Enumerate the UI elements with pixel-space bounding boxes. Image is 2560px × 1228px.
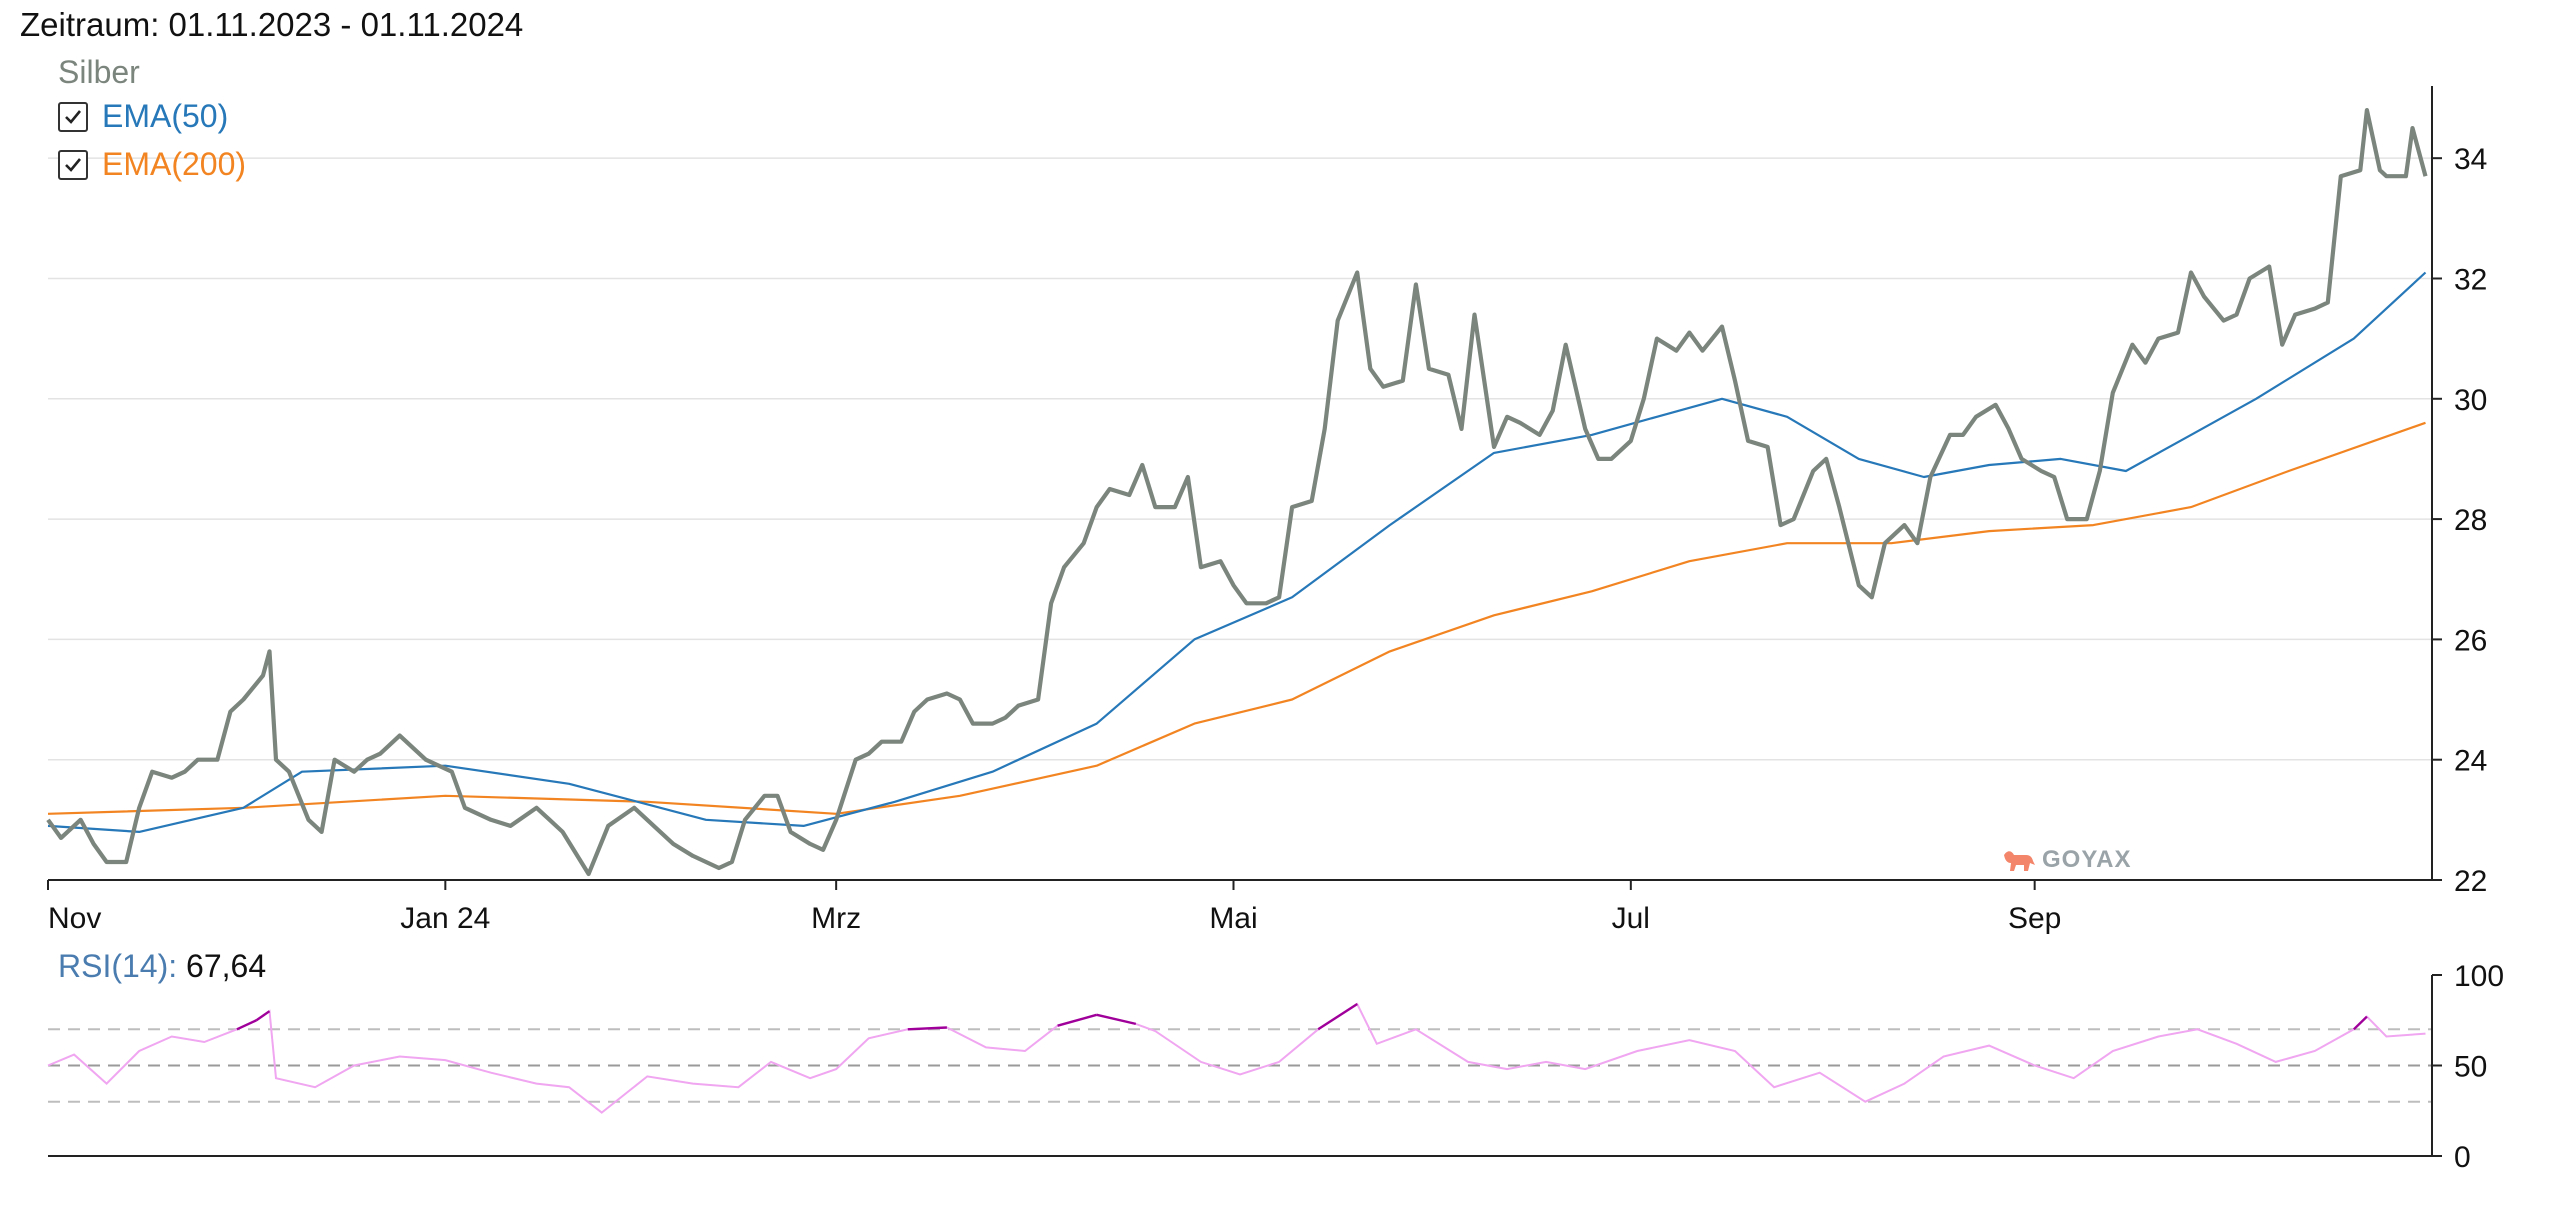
instrument-label: Silber	[58, 54, 140, 90]
ema50-checkbox[interactable]	[58, 101, 88, 132]
y-tick-label: 34	[2454, 143, 2487, 176]
rsi-extreme-segment	[255, 1010, 271, 1022]
brand-name: GOYAX	[2042, 846, 2132, 873]
x-tick-label: Sep	[2008, 902, 2061, 935]
rsi-y-tick-label: 50	[2454, 1051, 2487, 1084]
checkmark-icon	[65, 157, 82, 172]
rsi-extreme-segment	[2352, 1015, 2368, 1031]
rsi-extreme-segment	[907, 1026, 947, 1031]
x-tick-label: Nov	[48, 902, 101, 935]
ema50-line	[47, 271, 2427, 833]
y-tick-label: 28	[2454, 504, 2487, 537]
rsi-value: 67,64	[186, 948, 267, 984]
goyax-brand: GOYAX	[2002, 846, 2131, 874]
ema200-line	[47, 421, 2426, 815]
x-tick-label: Mai	[1209, 902, 1257, 935]
x-tick-label: Jul	[1612, 902, 1650, 935]
y-tick-label: 30	[2454, 384, 2487, 417]
rsi-line	[47, 1002, 2426, 1114]
legend-item-ema50[interactable]: EMA(50)	[58, 98, 228, 135]
period-label: Zeitraum: 01.11.2023 - 01.11.2024	[20, 6, 524, 43]
price-line	[46, 108, 2428, 877]
legend-label-ema50: EMA(50)	[102, 98, 229, 134]
rsi-y-tick-label: 100	[2454, 960, 2504, 993]
y-tick-label: 22	[2454, 865, 2487, 898]
rsi-y-tick-label: 0	[2454, 1141, 2471, 1174]
y-tick-label: 26	[2454, 624, 2487, 657]
x-tick-label: Mrz	[811, 902, 861, 935]
rsi-extreme-segment	[236, 1019, 257, 1031]
rsi-name: RSI(14):	[58, 948, 178, 984]
rsi-extreme-segment	[1057, 1013, 1098, 1027]
legend-item-ema200[interactable]: EMA(200)	[58, 146, 246, 183]
rsi-extreme-segment	[1096, 1013, 1137, 1026]
legend-label-ema200: EMA(200)	[102, 146, 247, 182]
y-tick-label: 32	[2454, 263, 2487, 296]
y-tick-label: 24	[2454, 745, 2487, 778]
ema200-checkbox[interactable]	[58, 149, 88, 180]
x-tick-label: Jan 24	[400, 902, 490, 935]
checkmark-icon	[65, 109, 82, 124]
rsi-label: RSI(14): 67,64	[58, 948, 266, 985]
bull-icon	[2004, 851, 2035, 871]
rsi-extreme-segment	[1317, 1002, 1358, 1031]
